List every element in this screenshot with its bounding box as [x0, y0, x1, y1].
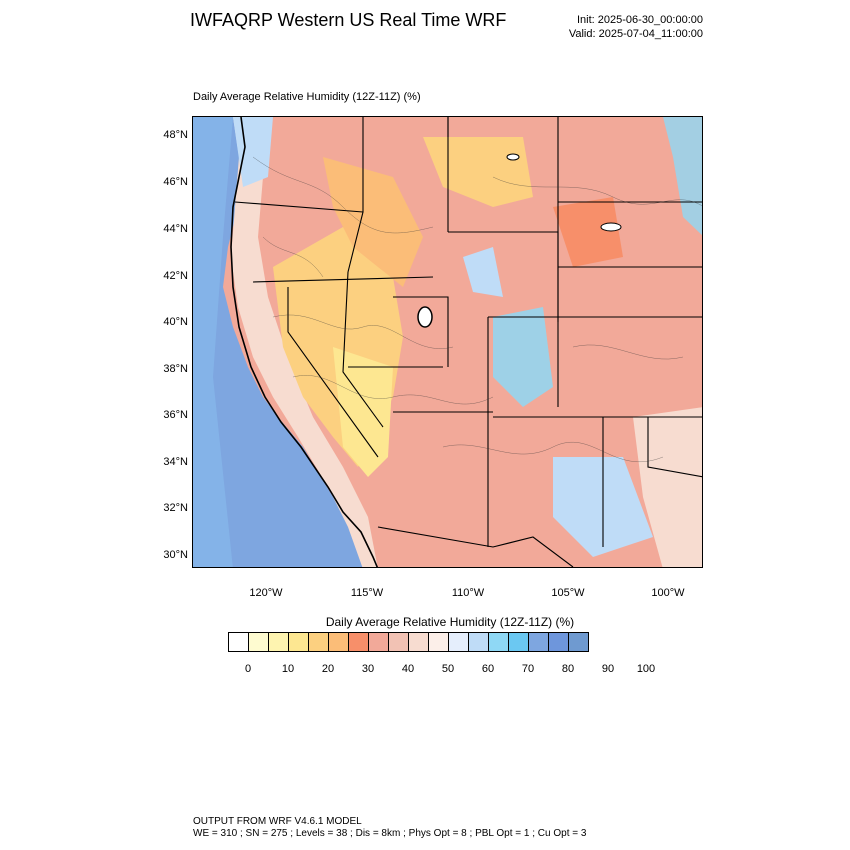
colorbar-swatch [549, 633, 569, 651]
colorbar-label: 70 [521, 663, 535, 675]
dry-region-dakotas [553, 197, 623, 267]
lat-label-44: 44°N [163, 223, 188, 235]
colorbar-swatch [369, 633, 389, 651]
lat-label-34: 34°N [163, 456, 188, 468]
plot-title: Daily Average Relative Humidity (12Z-11Z… [193, 91, 421, 103]
colorbar-swatch [289, 633, 309, 651]
colorbar-swatch [569, 633, 588, 651]
lat-label-48: 48°N [163, 129, 188, 141]
great-salt-lake [417, 306, 433, 328]
contour-lines [252, 156, 702, 463]
lat-label-46: 46°N [163, 176, 188, 188]
colorbar-swatch [469, 633, 489, 651]
colorbar [228, 632, 589, 652]
valid-time: Valid: 2025-07-04_11:00:00 [568, 28, 703, 40]
map-panel [192, 116, 703, 568]
lat-label-42: 42°N [163, 270, 188, 282]
colorbar-swatch [249, 633, 269, 651]
colorbar-swatch [309, 633, 329, 651]
colorbar-label: 80 [561, 663, 575, 675]
fort-peck-lake [506, 153, 520, 161]
colorbar-swatch [529, 633, 549, 651]
model-config: WE = 310 ; SN = 275 ; Levels = 38 ; Dis … [193, 828, 587, 839]
colorbar-swatch [429, 633, 449, 651]
lon-label-105: 105°W [551, 587, 585, 599]
colorbar-label: 30 [361, 663, 375, 675]
lon-label-115: 115°W [350, 587, 384, 599]
lon-label-100: 100°W [651, 587, 685, 599]
init-time: Init: 2025-06-30_00:00:00 [577, 14, 703, 26]
colorbar-label: 90 [601, 663, 615, 675]
colorbar-swatch [409, 633, 429, 651]
lat-label-40: 40°N [163, 316, 188, 328]
pacific-coastline [230, 117, 379, 567]
colorbar-label: 0 [244, 663, 252, 675]
state-borders [234, 117, 702, 567]
humidity-map [193, 117, 702, 567]
lat-label-32: 32°N [163, 502, 188, 514]
colorbar-label: 10 [281, 663, 295, 675]
colorbar-label: 100 [636, 663, 656, 675]
run-info: Init: 2025-06-30_00:00:00 Valid: 2025-07… [540, 13, 703, 41]
lake-sakakawea [600, 222, 622, 232]
wet-region-north-east [663, 117, 702, 236]
lat-label-30: 30°N [163, 549, 188, 561]
main-title: IWFAQRP Western US Real Time WRF [190, 10, 507, 30]
colorbar-title: Daily Average Relative Humidity (12Z-11Z… [325, 615, 575, 629]
colorbar-swatch [449, 633, 469, 651]
colorbar-swatch [269, 633, 289, 651]
moist-region-plains [633, 407, 702, 567]
colorbar-label: 20 [321, 663, 335, 675]
colorbar-swatch [389, 633, 409, 651]
colorbar-swatch [349, 633, 369, 651]
colorbar-label: 40 [401, 663, 415, 675]
colorbar-swatch [489, 633, 509, 651]
colorbar-swatch [509, 633, 529, 651]
wet-region-wyoming [463, 247, 503, 297]
lon-label-110: 110°W [451, 587, 485, 599]
dry-region-idaho [323, 157, 423, 287]
colorbar-label: 50 [441, 663, 455, 675]
colorbar-swatch [229, 633, 249, 651]
lat-label-38: 38°N [163, 363, 188, 375]
dry-region-montana [423, 137, 533, 207]
colorbar-swatch [329, 633, 349, 651]
model-info: OUTPUT FROM WRF V4.6.1 MODEL [193, 816, 362, 827]
lon-label-120: 120°W [249, 587, 283, 599]
colorbar-label: 60 [481, 663, 495, 675]
ocean-gradient [193, 117, 233, 567]
wet-region-colorado [493, 307, 553, 407]
lat-label-36: 36°N [163, 409, 188, 421]
